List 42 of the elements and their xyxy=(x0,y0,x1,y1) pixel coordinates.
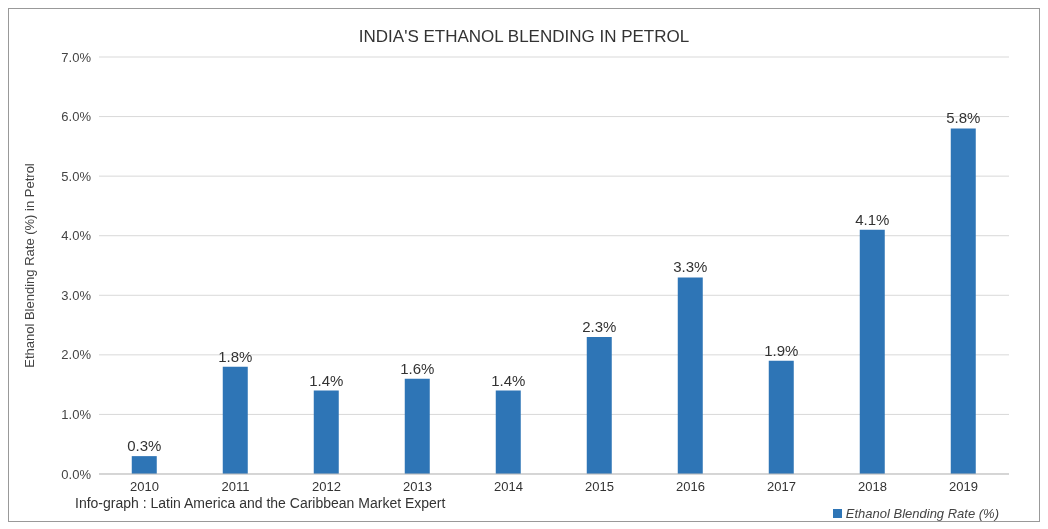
data-label: 1.9% xyxy=(764,341,799,359)
x-tick-label: 2017 xyxy=(767,479,796,495)
x-tick-label: 2013 xyxy=(403,479,432,495)
data-label: 4.1% xyxy=(855,210,890,228)
x-tick-label: 2012 xyxy=(312,479,341,495)
data-label: 5.8% xyxy=(946,109,981,127)
legend-label: Ethanol Blending Rate (%) xyxy=(845,506,999,521)
y-tick-label: 5.0% xyxy=(61,168,92,184)
bar xyxy=(222,366,248,474)
y-tick-label: 4.0% xyxy=(61,228,92,244)
data-label: 0.3% xyxy=(127,437,162,455)
y-tick-label: 7.0% xyxy=(61,49,92,65)
text: Info-graph : Latin America and the Caribbean Market Expert xyxy=(75,495,446,511)
y-tick-label: 3.0% xyxy=(61,287,92,303)
x-tick-label: 2015 xyxy=(585,479,614,495)
data-label: 1.8% xyxy=(218,347,253,365)
x-tick-label: 2018 xyxy=(858,479,887,495)
x-tick-label: 2016 xyxy=(676,479,705,495)
data-label: 1.4% xyxy=(309,371,344,389)
bar xyxy=(131,456,157,474)
y-tick-label: 1.0% xyxy=(61,407,92,423)
data-label: 1.4% xyxy=(491,371,526,389)
x-tick-label: 2014 xyxy=(494,479,523,495)
y-tick-label: 0.0% xyxy=(61,466,92,482)
chart-title: INDIA'S ETHANOL BLENDING IN PETROL xyxy=(357,27,691,47)
data-label: 2.3% xyxy=(582,317,617,335)
bar xyxy=(677,277,703,474)
y-tick-label: 6.0% xyxy=(61,109,92,125)
data-label: 1.6% xyxy=(400,359,435,377)
bar xyxy=(950,128,976,474)
x-tick-label: 2011 xyxy=(221,479,250,495)
bar xyxy=(495,390,521,474)
y-tick-label: 2.0% xyxy=(61,347,92,363)
y-axis-title: Ethanol Blending Rate (%) in Petrol xyxy=(21,163,37,368)
bar xyxy=(404,378,430,474)
bar xyxy=(586,336,612,474)
x-tick-label: 2019 xyxy=(949,479,978,495)
bar xyxy=(313,390,339,474)
x-tick-label: 2010 xyxy=(130,479,159,495)
bar xyxy=(768,360,794,474)
data-label: 3.3% xyxy=(673,258,708,276)
bar xyxy=(859,229,885,474)
